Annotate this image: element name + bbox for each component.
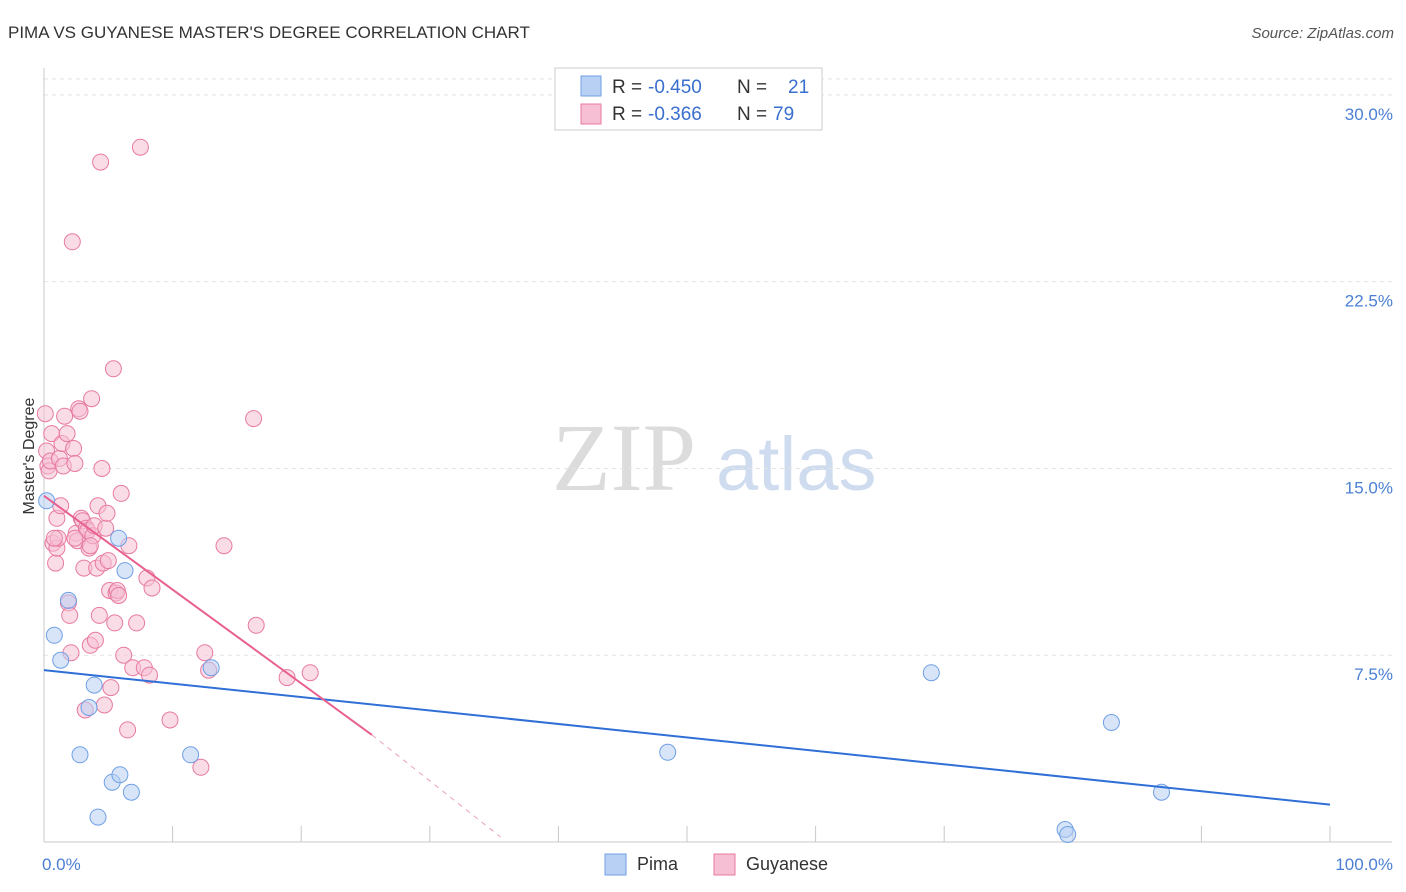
watermark: ZIP atlas xyxy=(552,404,877,511)
legend-swatch-guyanese xyxy=(580,103,602,125)
pima-point-14 xyxy=(659,743,677,761)
guyanese-point-39 xyxy=(90,606,108,624)
x-tick-label-1: 100.0% xyxy=(1335,855,1393,874)
pima-point-1 xyxy=(45,626,63,644)
pima-point-20 xyxy=(110,529,128,547)
watermark-atlas: atlas xyxy=(716,422,877,507)
guyanese-point-73 xyxy=(301,664,319,682)
guyanese-point-13 xyxy=(56,407,74,425)
watermark-zip: ZIP xyxy=(552,404,696,511)
legend-r-label-guyanese: R = xyxy=(612,104,642,125)
gridlines xyxy=(44,78,1392,656)
x-tick-label-0: 0.0% xyxy=(42,855,81,874)
guyanese-point-18 xyxy=(63,233,81,251)
guyanese-point-19 xyxy=(65,440,83,457)
guyanese-point-20 xyxy=(66,455,84,472)
pima-point-9 xyxy=(111,766,129,784)
pima-point-19 xyxy=(1059,826,1077,843)
scatter-points xyxy=(36,138,1170,843)
guyanese-point-16 xyxy=(61,606,79,624)
pima-point-7 xyxy=(89,808,107,826)
guyanese-point-56 xyxy=(119,721,137,739)
guyanese-point-24 xyxy=(71,402,89,420)
guyanese-point-48 xyxy=(102,679,120,697)
pima-point-0 xyxy=(38,492,56,510)
guyanese-point-43 xyxy=(95,696,113,714)
guyanese-trend-line xyxy=(43,495,373,736)
legend-box: R = -0.450 N = 21 R = -0.366 N = 79 xyxy=(554,67,823,131)
guyanese-point-36 xyxy=(86,631,104,649)
guyanese-point-65 xyxy=(161,711,179,729)
trend-lines xyxy=(43,495,1331,838)
guyanese-point-71 xyxy=(247,616,265,634)
guyanese-point-55 xyxy=(115,646,133,664)
x-tick-labels: 0.0% 100.0% xyxy=(42,855,1393,874)
guyanese-point-40 xyxy=(92,153,110,171)
bottom-legend: Pima Guyanese xyxy=(604,853,828,876)
guyanese-point-59 xyxy=(128,614,146,632)
legend-r-label-pima: R = xyxy=(612,77,642,98)
pima-point-15 xyxy=(922,664,940,682)
pima-point-4 xyxy=(71,746,89,764)
guyanese-point-49 xyxy=(104,360,122,378)
guyanese-point-78 xyxy=(45,529,63,547)
pima-point-10 xyxy=(122,783,140,801)
pima-point-3 xyxy=(59,591,77,609)
bottom-legend-label-guyanese: Guyanese xyxy=(746,854,828,874)
guyanese-trend-extension xyxy=(371,734,501,838)
pima-point-16 xyxy=(1102,714,1120,731)
guyanese-point-76 xyxy=(81,537,99,555)
legend-swatch-pima xyxy=(580,75,602,97)
guyanese-point-46 xyxy=(99,552,117,570)
y-tick-label-2: 22.5% xyxy=(1345,292,1393,311)
legend-n-label-pima: N = xyxy=(737,77,767,98)
bottom-legend-swatch-pima xyxy=(604,853,627,876)
legend-r-value-guyanese: -0.366 xyxy=(648,104,702,125)
guyanese-point-0 xyxy=(36,405,54,423)
y-tick-label-1: 15.0% xyxy=(1345,478,1393,497)
guyanese-point-41 xyxy=(93,460,111,477)
guyanese-point-14 xyxy=(58,425,76,443)
pima-point-13 xyxy=(202,659,220,677)
pima-point-11 xyxy=(116,562,134,580)
guyanese-point-45 xyxy=(98,504,116,522)
guyanese-point-53 xyxy=(110,587,128,604)
legend-r-value-pima: -0.450 xyxy=(648,77,702,98)
legend-n-value-pima: 21 xyxy=(788,77,809,98)
pima-point-2 xyxy=(52,651,70,669)
guyanese-point-7 xyxy=(47,554,65,572)
guyanese-point-50 xyxy=(106,614,124,632)
y-axis-label: Master's Degree xyxy=(21,397,38,514)
pima-point-6 xyxy=(85,676,103,694)
chart-source: Source: ZipAtlas.com xyxy=(1251,25,1394,42)
y-tick-label-3: 30.0% xyxy=(1345,105,1393,124)
y-tick-labels: 7.5% 15.0% 22.5% 30.0% xyxy=(1345,105,1393,684)
guyanese-point-54 xyxy=(112,484,130,502)
chart-title: PIMA VS GUYANESE MASTER'S DEGREE CORRELA… xyxy=(8,23,530,42)
pima-trend-line xyxy=(43,669,1331,806)
guyanese-point-33 xyxy=(83,390,101,408)
guyanese-point-63 xyxy=(141,666,158,684)
bottom-legend-label-pima: Pima xyxy=(637,854,679,874)
legend-n-label-guyanese: N = xyxy=(737,104,767,125)
y-tick-label-0: 7.5% xyxy=(1354,665,1393,684)
pima-point-5 xyxy=(80,699,98,716)
guyanese-point-66 xyxy=(196,644,214,662)
legend-n-value-guyanese: 79 xyxy=(773,104,794,125)
bottom-legend-swatch-guyanese xyxy=(713,853,736,876)
guyanese-point-69 xyxy=(215,537,233,555)
guyanese-point-72 xyxy=(278,669,296,687)
guyanese-point-75 xyxy=(66,529,84,547)
guyanese-point-70 xyxy=(245,410,263,428)
guyanese-point-60 xyxy=(131,138,149,156)
guyanese-point-68 xyxy=(192,758,210,776)
pima-point-12 xyxy=(182,746,200,764)
guyanese-point-64 xyxy=(143,579,161,597)
guyanese-point-44 xyxy=(97,519,115,537)
